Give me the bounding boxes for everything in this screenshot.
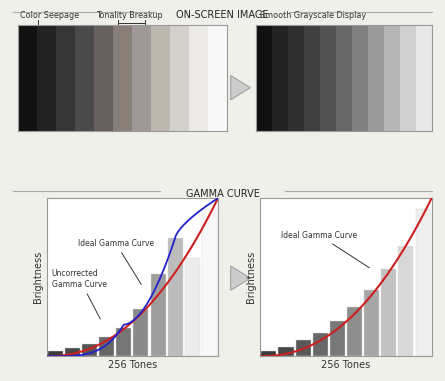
Bar [132,25,151,131]
Bar [398,246,413,356]
Bar [336,25,352,131]
Bar [416,25,432,131]
Bar [347,307,362,356]
Text: Smooth Grayscale Display: Smooth Grayscale Display [260,11,366,20]
Bar [364,290,379,356]
Bar [256,25,272,131]
Text: Color Seepage: Color Seepage [20,11,79,20]
Text: GAMMA CURVE: GAMMA CURVE [186,189,259,199]
Bar [48,352,63,356]
Text: Ideal Gamma Curve: Ideal Gamma Curve [77,239,154,284]
Bar [400,25,416,131]
Bar [113,25,132,131]
Bar [304,25,320,131]
Bar [189,25,208,131]
X-axis label: 256 Tones: 256 Tones [321,360,371,370]
Bar [94,25,113,131]
Bar [295,341,311,356]
Bar [168,238,183,356]
Bar [185,258,200,356]
Bar [202,209,217,356]
Bar [416,209,431,356]
Polygon shape [231,266,251,290]
X-axis label: 256 Tones: 256 Tones [108,360,157,370]
Bar [384,25,400,131]
Bar [151,25,170,131]
Bar [75,25,94,131]
Bar [272,25,288,131]
Bar [279,347,294,356]
Polygon shape [231,75,251,100]
Bar [37,25,56,131]
Bar [82,344,97,356]
Bar [261,352,276,356]
Bar [313,333,328,356]
Y-axis label: Brightness: Brightness [246,251,256,303]
Bar [381,269,396,356]
Bar [330,322,345,356]
Text: Ideal Gamma Curve: Ideal Gamma Curve [281,231,369,268]
Text: Uncorrected
Gamma Curve: Uncorrected Gamma Curve [52,269,107,319]
Bar [320,25,336,131]
Bar [170,25,189,131]
Bar [99,337,114,356]
Text: Tonality Breakup: Tonality Breakup [96,11,162,20]
Bar [65,348,80,356]
Bar [208,25,227,131]
Bar [116,328,131,356]
Bar [150,274,166,356]
Bar [134,309,149,356]
Text: ON-SCREEN IMAGE: ON-SCREEN IMAGE [176,10,269,19]
Bar [368,25,384,131]
Bar [288,25,304,131]
Y-axis label: Brightness: Brightness [32,251,43,303]
Bar [18,25,37,131]
Bar [56,25,75,131]
Bar [352,25,368,131]
